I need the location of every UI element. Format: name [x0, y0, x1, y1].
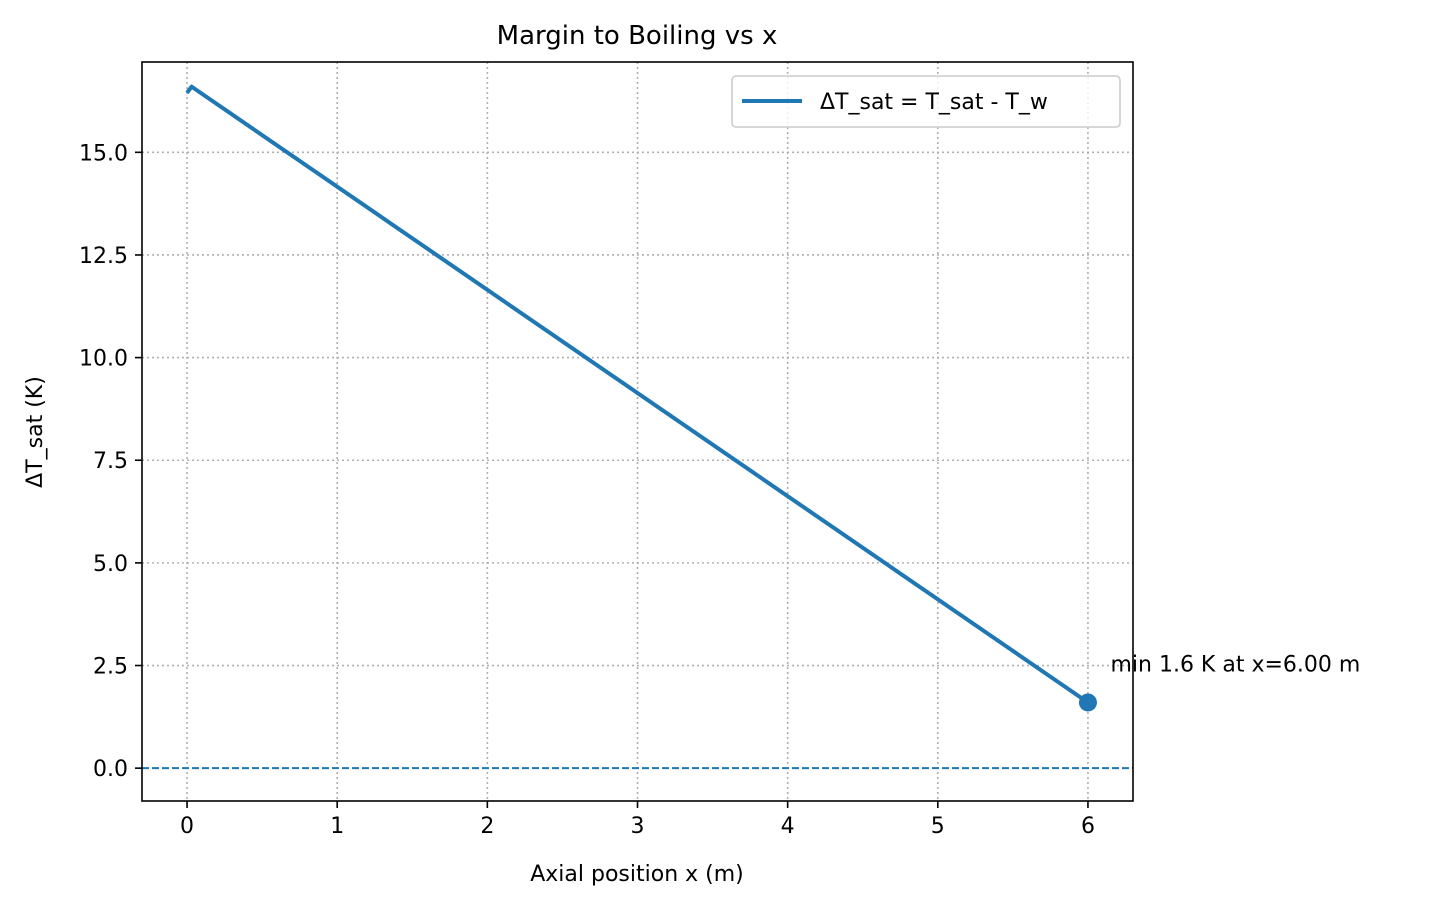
y-axis-title: ΔT_sat (K)	[23, 376, 48, 488]
y-tick-label: 7.5	[93, 449, 128, 474]
legend-label: ΔT_sat = T_sat - T_w	[820, 90, 1048, 115]
x-tick-label: 1	[330, 814, 344, 839]
x-axis-title: Axial position x (m)	[530, 862, 744, 887]
y-tick-label: 12.5	[79, 244, 128, 269]
min-marker-point	[1078, 693, 1097, 712]
x-tick-label: 5	[931, 814, 945, 839]
y-tick-label: 5.0	[93, 552, 128, 577]
y-tick-label: 10.0	[79, 347, 128, 372]
series-line	[185, 84, 1090, 705]
series-layer	[185, 84, 1097, 712]
chart-title: Margin to Boiling vs x	[497, 21, 778, 51]
x-tick-label: 2	[480, 814, 494, 839]
legend: ΔT_sat = T_sat - T_w	[731, 75, 1121, 128]
x-tick-label: 0	[180, 814, 194, 839]
x-tick-label: 4	[781, 814, 795, 839]
y-tick-label: 0.0	[93, 757, 128, 782]
x-axis-ticks: 0 1 2 3 4 5 6	[180, 801, 1095, 839]
legend-box	[731, 75, 1121, 128]
min-annotation: min 1.6 K at x=6.00 m	[1110, 652, 1360, 677]
y-tick-label: 2.5	[93, 655, 128, 680]
x-tick-label: 3	[631, 814, 645, 839]
y-axis-ticks: 0.0 2.5 5.0 7.5 10.0 12.5 15.0	[79, 141, 142, 782]
x-tick-label: 6	[1081, 814, 1095, 839]
y-tick-label: 15.0	[79, 141, 128, 166]
